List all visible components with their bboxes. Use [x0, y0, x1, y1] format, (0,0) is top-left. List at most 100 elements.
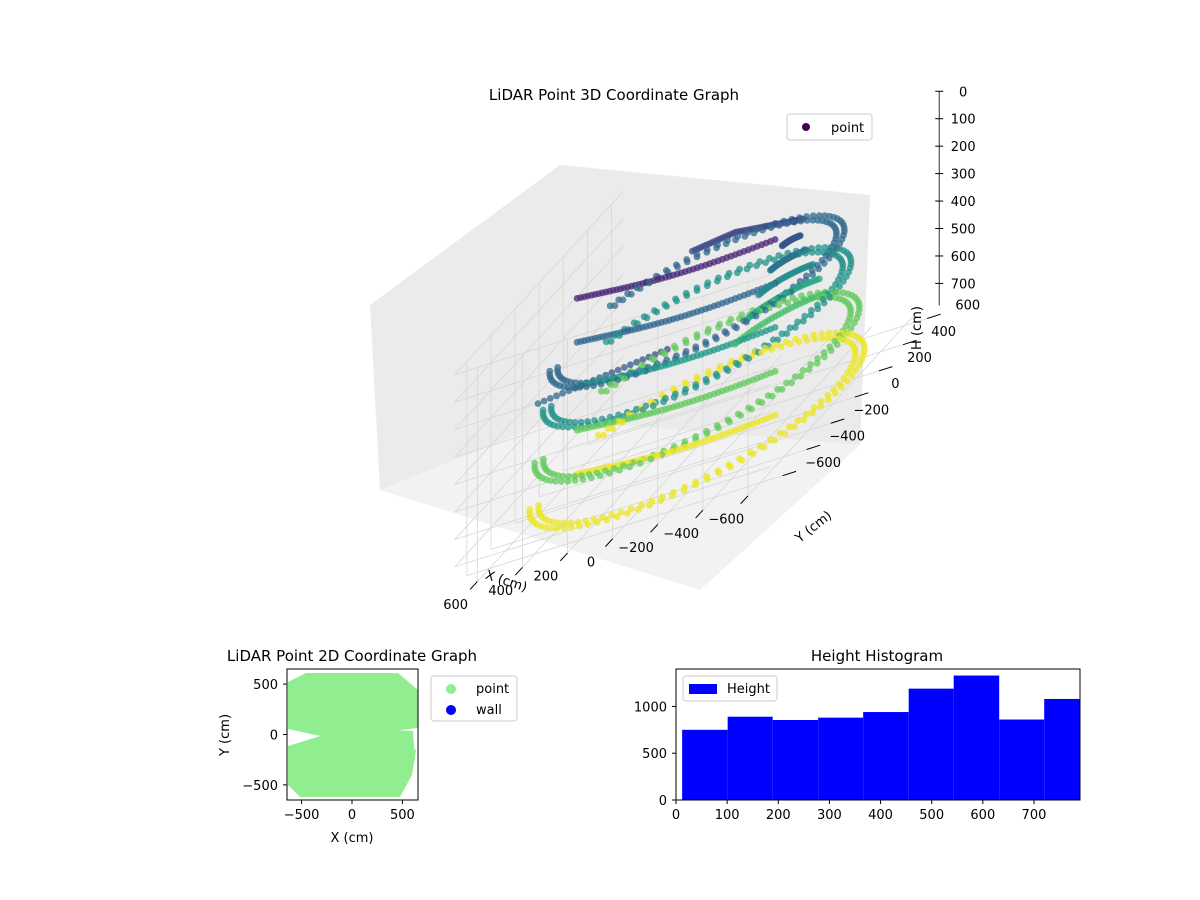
plot3d-point — [820, 259, 828, 267]
plot3d-ytick-label: 600 — [955, 299, 980, 314]
plot3d-point — [597, 387, 605, 395]
plot3d-point — [778, 330, 786, 338]
histogram-xtick-label: 600 — [970, 808, 995, 823]
plot3d-point — [593, 518, 601, 526]
histogram-bar — [818, 717, 864, 800]
plot3d-point — [775, 222, 783, 229]
histogram-xtick-label: 500 — [919, 808, 944, 823]
plot2d-area — [286, 668, 419, 801]
histogram-bar — [727, 716, 773, 800]
plot3d-point — [827, 347, 835, 354]
plot3d-point — [639, 356, 647, 363]
plot3d-point — [647, 455, 655, 463]
plot3d-points — [526, 212, 868, 532]
plot3d-point — [653, 308, 661, 316]
plot3d-point — [702, 340, 710, 348]
plot3d-gridline-z — [454, 190, 624, 375]
plot3d-point — [617, 508, 625, 516]
plot3d-point — [809, 216, 817, 224]
plot3d-point — [825, 254, 833, 262]
plot3d-point — [777, 343, 785, 350]
plot2d-legend-marker-point — [446, 684, 456, 694]
plot3d-point — [803, 336, 811, 344]
histogram-legend[interactable]: Height — [682, 675, 778, 702]
plot3d-point — [772, 341, 780, 349]
plot3d-point — [852, 366, 860, 374]
plot3d-point — [803, 217, 811, 224]
plot3d-point — [787, 340, 794, 348]
plot3d-point — [552, 477, 559, 485]
plot3d-point — [794, 417, 802, 424]
histogram-bars — [682, 675, 1080, 800]
plot3d-gridline-z — [454, 245, 624, 430]
histogram-ytick-label: 500 — [642, 747, 667, 762]
plot2d-point-cloud — [288, 673, 418, 797]
plot3d-xtick-mark — [514, 566, 523, 576]
plot2d-legend[interactable]: point wall — [430, 675, 518, 722]
plot3d-point — [627, 505, 635, 513]
histogram-frame — [675, 668, 1081, 801]
plot3d-xtick-label: −400 — [663, 527, 699, 542]
plot3d-point — [559, 389, 566, 397]
plot3d-xtick-mark — [605, 538, 614, 547]
histogram-legend-label: Height — [727, 682, 770, 697]
plot3d-point — [731, 340, 739, 348]
plot3d-legend[interactable]: point — [786, 113, 873, 141]
plot3d-point — [724, 367, 732, 374]
plot3d-ytick-mark — [878, 366, 893, 372]
plot3d-point — [534, 400, 542, 407]
plot3d-point — [619, 296, 627, 304]
plot3d-ylabel: Y (cm) — [792, 508, 835, 546]
plot3d-ytick-label: −200 — [853, 403, 889, 418]
plot3d-point — [836, 283, 843, 290]
plot3d-point — [703, 430, 711, 438]
plot3d-point — [619, 418, 626, 426]
plot3d-point — [606, 469, 613, 477]
plot3d-point — [833, 341, 841, 348]
plot3d-point — [683, 258, 691, 266]
plot3d-point — [624, 509, 631, 517]
plot3d-gridline-z — [454, 274, 771, 376]
plot3d-point — [660, 398, 667, 406]
plot3d-xtick-mark — [469, 581, 478, 590]
plot3d-point — [825, 396, 832, 404]
plot3d-point — [576, 522, 583, 530]
plot3d-point — [817, 398, 825, 405]
plot3d-point — [760, 443, 768, 451]
plot3d-ytick-mark — [926, 313, 941, 319]
plot3d-point — [668, 492, 676, 500]
plot3d-point — [620, 462, 627, 470]
plot3d-point — [616, 332, 623, 339]
plot3d-point — [784, 299, 791, 307]
plot3d-point — [783, 220, 791, 228]
plot3d-point — [811, 335, 819, 343]
histogram-bar — [772, 719, 819, 800]
plot3d-xtick-mark — [650, 524, 659, 533]
plot2d-legend-label-point: point — [476, 682, 509, 697]
plot2d-xtick-label: 0 — [348, 808, 356, 823]
histogram-legend-swatch — [689, 684, 717, 694]
plot3d-point — [753, 262, 760, 269]
plot3d-ytick-mark — [854, 392, 869, 398]
plot3d-gridline-z — [454, 301, 771, 403]
plot2d-title: LiDAR Point 2D Coordinate Graph — [227, 647, 477, 665]
plot3d-point — [791, 323, 799, 331]
plot3d-ztick-label: 600 — [951, 250, 976, 265]
plot3d-point — [663, 303, 670, 310]
plot3d-point — [674, 263, 681, 271]
plot3d-point — [847, 324, 855, 332]
plot3d-pane-back — [370, 165, 870, 490]
plot3d-point — [627, 290, 635, 298]
plot3d-point — [820, 299, 828, 307]
plot3d-point — [608, 369, 616, 376]
plot3d-point — [573, 338, 581, 346]
plot3d-ytick-mark — [830, 418, 845, 424]
plot3d-point — [748, 405, 755, 413]
plot3d-point — [645, 279, 653, 287]
plot2d-legend-label-wall: wall — [476, 703, 502, 718]
plot3d-point — [672, 345, 679, 352]
plot3d-point — [817, 402, 825, 410]
plot3d-point — [848, 372, 856, 379]
plot3d-point — [810, 404, 818, 411]
